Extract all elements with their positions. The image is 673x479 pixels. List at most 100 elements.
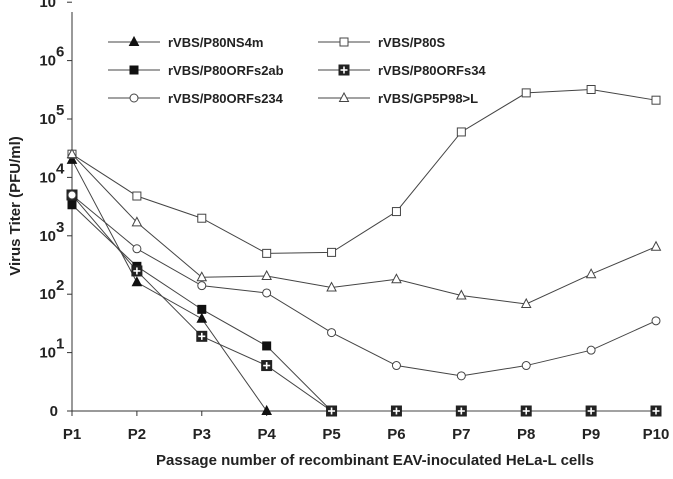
data-point [131, 265, 143, 277]
data-point [520, 405, 532, 417]
data-point [327, 328, 337, 338]
data-point [197, 213, 207, 223]
data-point [131, 216, 143, 227]
y-tick-label-exponent: 7 [56, 0, 64, 2]
data-point [456, 289, 467, 300]
legend-item: rVBS/P80ORFs2ab [108, 63, 284, 78]
data-point [327, 247, 337, 257]
x-tick-label: P6 [387, 426, 405, 443]
data-point [585, 405, 597, 417]
legend: rVBS/P80NS4m rVBS/P80S rVBS/P80ORFs2ab rVBS… [108, 35, 486, 106]
data-point [196, 330, 208, 342]
data-point [67, 200, 77, 210]
data-point [650, 240, 662, 251]
legend-label: rVBS/P80NS4m [168, 35, 263, 50]
data-point [520, 297, 532, 308]
series-line [71, 204, 656, 412]
series-line [71, 194, 657, 377]
data-point [391, 273, 402, 284]
series-markers [66, 84, 662, 417]
data-point [455, 405, 467, 417]
data-point [521, 88, 531, 98]
data-point [66, 153, 78, 164]
y-tick-label: 10 [39, 111, 56, 128]
y-tick-label: 10 [39, 228, 56, 245]
data-point [650, 405, 662, 417]
legend-item: rVBS/P80ORFs34 [318, 63, 486, 78]
data-point [262, 288, 272, 298]
x-tick-label: P9 [582, 426, 600, 443]
data-point [132, 191, 142, 201]
legend-item: rVBS/P80NS4m [108, 35, 263, 50]
data-point [131, 276, 143, 287]
legend-item: rVBS/GP5P98>L [318, 91, 478, 106]
y-tick-label-exponent: 2 [56, 277, 64, 294]
y-tick-label: 10 [39, 345, 56, 362]
legend-marker [128, 35, 140, 46]
x-tick-label: P5 [322, 426, 340, 443]
data-point [262, 248, 272, 258]
data-point [586, 84, 596, 94]
x-tick-label: P8 [517, 426, 535, 443]
data-point [651, 95, 661, 105]
data-point [651, 316, 661, 326]
y-tick-label-exponent: 3 [56, 219, 64, 236]
data-point [586, 345, 596, 355]
data-point [261, 269, 272, 280]
legend-label: rVBS/P80ORFs34 [378, 63, 486, 78]
data-point [262, 341, 272, 351]
legend-marker [129, 93, 139, 103]
data-point [326, 281, 337, 292]
y-tick-label: 10 [39, 53, 56, 70]
x-tick-label: P4 [257, 426, 276, 443]
x-tick-label: P3 [193, 426, 211, 443]
data-point [261, 404, 272, 415]
series-line [71, 153, 657, 305]
data-point [456, 371, 466, 381]
legend-item: rVBS/P80S [318, 35, 446, 50]
data-point [390, 405, 402, 417]
legend-label: rVBS/GP5P98>L [378, 91, 478, 106]
legend-label: rVBS/P80ORFs2ab [168, 63, 284, 78]
data-point [66, 148, 78, 159]
data-point [197, 304, 207, 314]
y-tick-label-exponent: 6 [56, 44, 64, 61]
x-tick-label: P10 [643, 426, 670, 443]
data-point [391, 361, 401, 371]
legend-marker [339, 37, 349, 47]
y-tick-label: 10 [39, 286, 56, 303]
legend-item: rVBS/P80ORFs234 [108, 91, 284, 106]
data-point [261, 360, 273, 372]
data-point [132, 244, 142, 254]
data-point [585, 268, 597, 279]
legend-label: rVBS/P80S [378, 35, 446, 50]
data-point [196, 312, 208, 323]
y-tick-label-zero: 0 [50, 403, 58, 420]
x-tick-label: P7 [452, 426, 470, 443]
data-point [391, 207, 401, 217]
x-tick-label: P1 [63, 426, 81, 443]
x-axis-title: Passage number of recombinant EAV-inocul… [156, 452, 594, 469]
data-point [196, 271, 208, 282]
y-tick-label-exponent: 5 [56, 102, 64, 119]
legend-label: rVBS/P80ORFs234 [168, 91, 284, 106]
y-tick-label: 10 [39, 169, 56, 186]
data-point [67, 190, 77, 200]
series-line [71, 159, 268, 412]
data-point [197, 281, 207, 291]
series-line [71, 194, 656, 412]
data-point [326, 405, 338, 417]
y-axis-title: Virus Titer (PFU/ml) [7, 136, 24, 275]
series-lines [71, 88, 657, 412]
data-point [456, 127, 466, 137]
y-tick-label: 10 [39, 0, 56, 11]
series-line [71, 88, 657, 254]
legend-marker [129, 65, 139, 75]
y-tick-label-exponent: 4 [56, 160, 65, 177]
legend-marker [338, 64, 350, 76]
x-tick-label: P2 [128, 426, 146, 443]
axes: 0101102103104105106107P1P2P3P4P5P6P7P8P9… [39, 0, 669, 443]
data-point [521, 361, 531, 371]
